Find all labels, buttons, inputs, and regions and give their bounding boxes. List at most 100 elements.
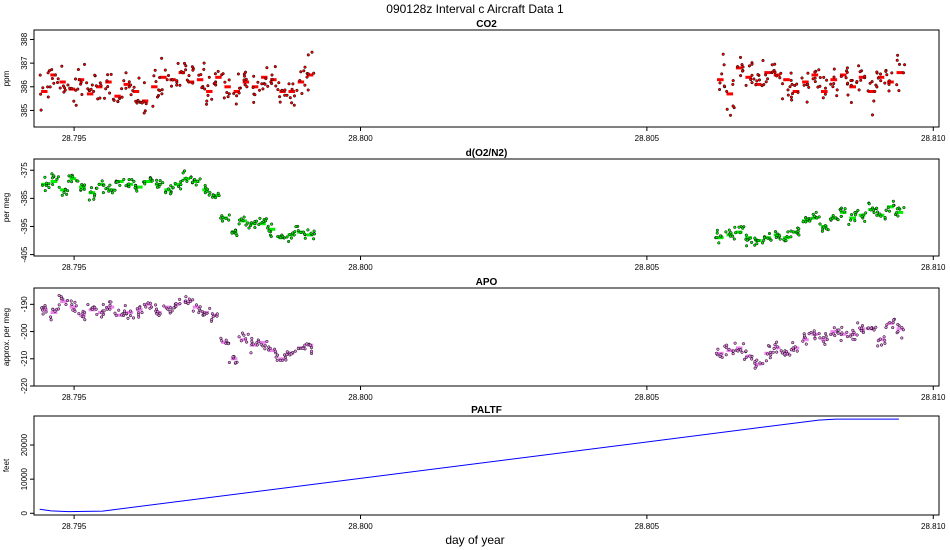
- x-tick-label: 28.810: [921, 263, 946, 272]
- data-point: [98, 81, 102, 85]
- data-point: [60, 193, 64, 197]
- data-point: [824, 334, 828, 338]
- data-point: [76, 67, 80, 72]
- data-point: [744, 233, 748, 237]
- data-point: [768, 350, 773, 354]
- data-point: [306, 228, 310, 232]
- data-point: [43, 304, 47, 308]
- data-point: [120, 313, 124, 317]
- data-point: [187, 80, 191, 84]
- data-point: [851, 328, 855, 332]
- data-point: [202, 61, 206, 65]
- data-point: [832, 326, 836, 330]
- data-point: [802, 83, 806, 87]
- data-point: [745, 238, 749, 242]
- data-point: [292, 103, 296, 107]
- data-point: [842, 210, 846, 214]
- data-point: [112, 98, 116, 102]
- data-point: [876, 344, 880, 348]
- data-point: [270, 73, 274, 77]
- data-point: [73, 300, 77, 304]
- data-point: [715, 228, 719, 232]
- data-point: [727, 228, 731, 232]
- data-point: [109, 188, 113, 192]
- data-point: [856, 208, 860, 212]
- data-point: [872, 328, 876, 332]
- data-point: [137, 315, 141, 319]
- data-point: [797, 227, 801, 231]
- data-point: [194, 183, 198, 187]
- data-point: [806, 82, 810, 87]
- data-point: [101, 312, 106, 316]
- data-point: [310, 50, 314, 54]
- data-point: [869, 326, 873, 330]
- data-point: [182, 61, 187, 65]
- data-point: [231, 355, 235, 359]
- data-point: [731, 349, 735, 353]
- data-point: [891, 320, 895, 325]
- data-point: [183, 300, 187, 304]
- data-point: [269, 234, 273, 239]
- data-point: [246, 332, 250, 336]
- data-point: [312, 71, 316, 75]
- data-point: [822, 75, 826, 79]
- data-point: [51, 182, 55, 187]
- x-tick-label: 28.795: [62, 263, 87, 272]
- data-point: [276, 353, 280, 357]
- data-point: [179, 180, 183, 184]
- data-point: [109, 72, 113, 76]
- data-point: [891, 326, 895, 330]
- data-point: [801, 339, 805, 343]
- data-point: [203, 183, 207, 188]
- data-point: [817, 215, 821, 219]
- data-point: [60, 64, 64, 68]
- data-point: [731, 82, 735, 86]
- data-point: [176, 61, 180, 65]
- data-point: [143, 182, 147, 186]
- data-point: [270, 77, 274, 82]
- data-point: [876, 339, 880, 343]
- data-point: [760, 241, 765, 245]
- data-point: [903, 63, 907, 67]
- data-point: [168, 192, 173, 196]
- data-point: [261, 87, 265, 91]
- data-point: [249, 223, 253, 228]
- data-point: [76, 179, 80, 183]
- data-point: [70, 180, 74, 184]
- data-point: [169, 184, 173, 188]
- plot-frame: [33, 287, 940, 387]
- data-point: [850, 333, 854, 337]
- data-point: [90, 307, 94, 311]
- data-point: [47, 186, 51, 190]
- data-point: [767, 231, 772, 236]
- data-point: [285, 352, 289, 357]
- data-point: [64, 302, 68, 307]
- data-point: [870, 80, 874, 84]
- data-point: [303, 232, 307, 236]
- data-point: [821, 96, 825, 100]
- y-axis-label: feet: [2, 458, 11, 472]
- data-point: [253, 225, 257, 230]
- data-point: [855, 333, 859, 337]
- data-point: [66, 83, 70, 87]
- data-point: [768, 356, 772, 360]
- data-point: [750, 240, 754, 244]
- data-point: [263, 347, 267, 351]
- data-point: [786, 88, 790, 92]
- data-point: [71, 175, 75, 179]
- data-point: [736, 65, 740, 69]
- data-point: [732, 237, 736, 241]
- panel-d-o2-n2-: d(O2/N2) 28.795 28.800 28.805 28.810 -375 -385…: [2, 148, 946, 272]
- data-point: [813, 70, 817, 74]
- data-point: [100, 179, 104, 183]
- data-point: [820, 229, 824, 233]
- data-point: [94, 84, 98, 88]
- data-point: [191, 68, 195, 72]
- data-point: [55, 177, 59, 181]
- data-point: [727, 347, 731, 351]
- data-point: [851, 337, 855, 341]
- data-point: [200, 86, 204, 90]
- data-point: [791, 341, 795, 345]
- data-point: [101, 302, 105, 307]
- data-point: [106, 85, 110, 89]
